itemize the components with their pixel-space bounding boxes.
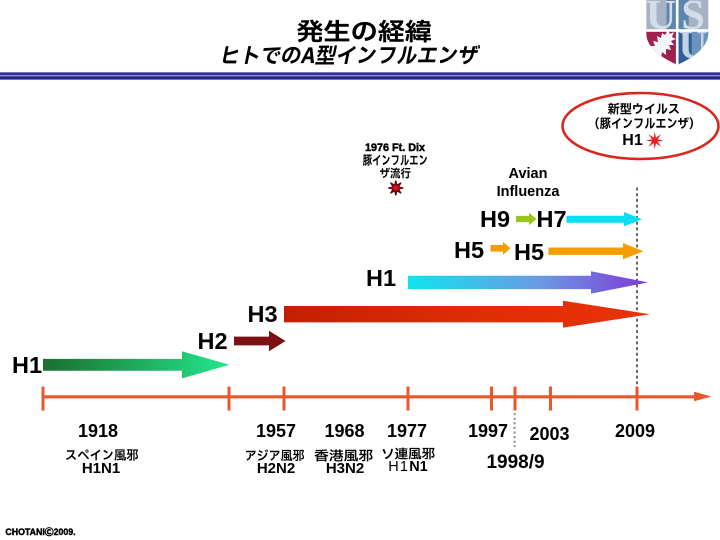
svg-text:U: U (679, 22, 708, 67)
svg-text:U: U (646, 0, 676, 39)
